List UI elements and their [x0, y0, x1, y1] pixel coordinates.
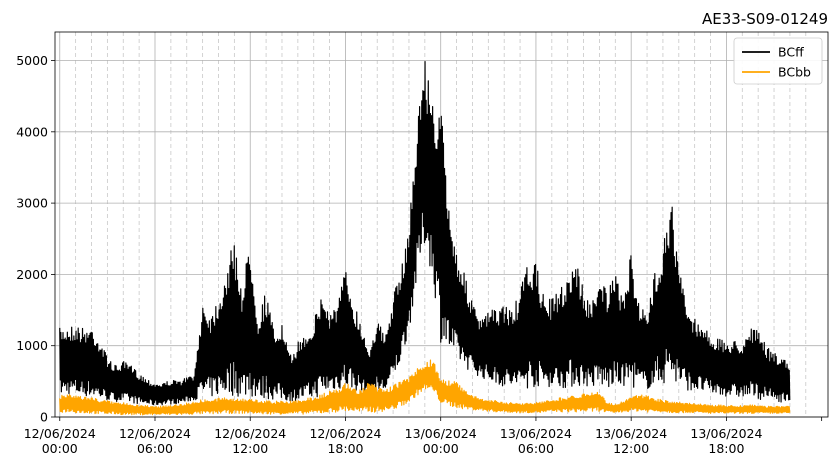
x-tick-label-date: 12/06/2024 — [309, 426, 381, 441]
y-tick-label: 5000 — [16, 53, 48, 68]
y-tick-label: 0 — [40, 410, 48, 425]
legend-label-bcff: BCff — [778, 45, 804, 60]
legend: BCff BCbb — [733, 37, 823, 85]
y-tick-label: 2000 — [16, 267, 48, 282]
x-tick-label-date: 13/06/2024 — [690, 426, 762, 441]
minor-grid — [75, 32, 807, 417]
series-bcbb-line — [59, 359, 791, 416]
x-tick-label-time: 06:00 — [518, 441, 554, 456]
x-tick-label-date: 12/06/2024 — [119, 426, 191, 441]
x-axis: 12/06/202400:0012/06/202406:0012/06/2024… — [24, 417, 823, 456]
x-tick-label-time: 12:00 — [613, 441, 649, 456]
x-tick-label-date: 13/06/2024 — [595, 426, 667, 441]
x-tick-label-time: 06:00 — [137, 441, 173, 456]
x-tick-label-date: 12/06/2024 — [24, 426, 96, 441]
plot-frame — [54, 31, 829, 418]
x-tick-label-time: 18:00 — [708, 441, 744, 456]
x-tick-label-time: 18:00 — [327, 441, 363, 456]
series-layer — [59, 60, 791, 416]
y-tick-label: 4000 — [16, 124, 48, 139]
legend-label-bcbb: BCbb — [778, 65, 811, 80]
x-tick-label-date: 13/06/2024 — [500, 426, 572, 441]
x-tick-label-date: 12/06/2024 — [214, 426, 286, 441]
chart-title: AE33-S09-01249 — [702, 10, 828, 28]
x-tick-label-time: 12:00 — [232, 441, 268, 456]
x-tick-label-date: 13/06/2024 — [405, 426, 477, 441]
series-bcff-line — [59, 60, 791, 406]
y-tick-label: 3000 — [16, 196, 48, 211]
x-tick-label-time: 00:00 — [42, 441, 78, 456]
y-axis: 0 1000 2000 3000 4000 5000 — [16, 53, 55, 425]
x-tick-label-time: 00:00 — [423, 441, 459, 456]
y-tick-label: 1000 — [16, 338, 48, 353]
